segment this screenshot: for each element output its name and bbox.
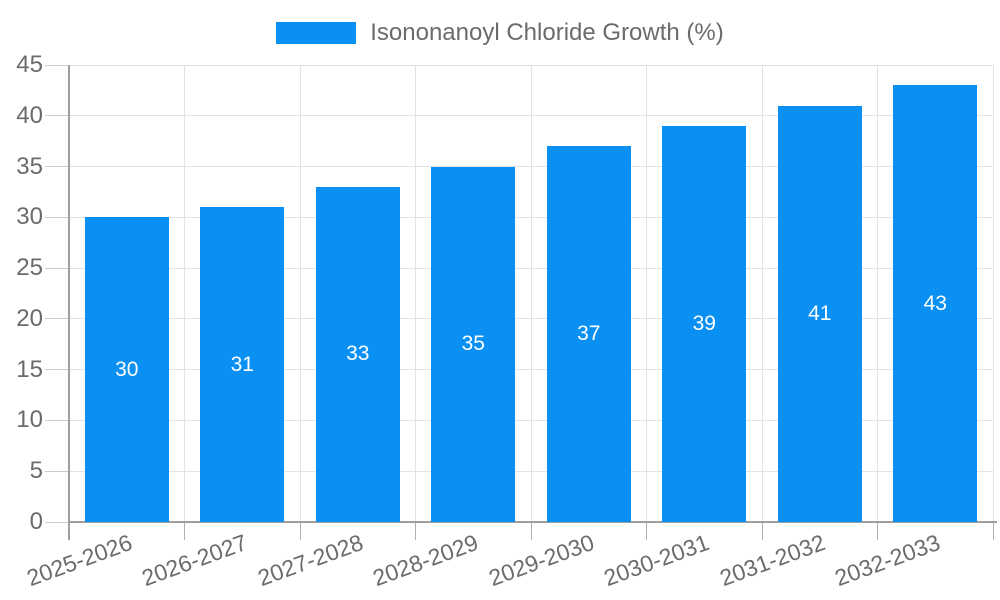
x-axis-label: 2032-2033 xyxy=(831,529,944,592)
y-axis-tick xyxy=(45,64,69,66)
y-axis-tick xyxy=(45,318,69,320)
x-axis-label: 2026-2027 xyxy=(138,529,251,592)
gridline-vertical xyxy=(877,65,878,522)
x-axis-label: 2030-2031 xyxy=(600,529,713,592)
legend-label: Isononanoyl Chloride Growth (%) xyxy=(370,19,724,46)
bar-value-label: 41 xyxy=(808,301,832,325)
bar-value-label: 30 xyxy=(115,357,139,381)
gridline-vertical xyxy=(530,65,532,522)
bar[interactable]: 30 xyxy=(84,217,169,522)
x-axis-line xyxy=(69,521,997,523)
bar[interactable]: 39 xyxy=(662,125,747,522)
y-axis-label: 25 xyxy=(16,254,43,282)
y-axis-label: 35 xyxy=(16,152,43,180)
x-axis-tick xyxy=(530,522,532,540)
gridline-vertical xyxy=(646,65,647,522)
bar-value-label: 39 xyxy=(692,311,716,335)
bar-value-label: 31 xyxy=(230,352,254,376)
y-axis-line xyxy=(68,65,70,540)
y-axis-tick xyxy=(45,470,69,472)
y-axis-tick xyxy=(45,369,69,371)
bar[interactable]: 43 xyxy=(893,85,978,522)
bar[interactable]: 33 xyxy=(315,186,400,522)
y-axis-label: 0 xyxy=(29,508,43,535)
bar-value-label: 33 xyxy=(346,342,370,366)
y-axis-label: 30 xyxy=(16,203,43,231)
bar[interactable]: 35 xyxy=(431,166,516,522)
x-axis-tick xyxy=(299,522,301,540)
y-axis-label: 20 xyxy=(16,304,43,332)
y-axis-label: 5 xyxy=(29,457,43,485)
bar-value-label: 37 xyxy=(577,322,601,346)
x-axis-tick xyxy=(646,522,647,540)
gridline-vertical xyxy=(184,65,185,522)
y-axis-tick xyxy=(45,115,69,117)
x-axis-label: 2028-2029 xyxy=(369,529,482,592)
y-axis-tick xyxy=(45,521,69,523)
y-axis-tick xyxy=(45,419,69,421)
gridline-vertical xyxy=(415,65,416,522)
bar-value-label: 35 xyxy=(461,332,485,356)
y-axis-label: 45 xyxy=(16,51,43,78)
y-axis-tick xyxy=(45,166,69,168)
bar-value-label: 43 xyxy=(923,291,947,315)
bar[interactable]: 37 xyxy=(546,146,631,522)
y-axis-label: 15 xyxy=(16,355,43,383)
y-axis-tick xyxy=(45,267,69,269)
gridline-vertical xyxy=(299,65,301,522)
x-axis-label: 2027-2028 xyxy=(254,529,367,592)
y-axis-label: 40 xyxy=(16,101,43,129)
x-axis-label: 2031-2032 xyxy=(716,529,829,592)
x-axis-tick xyxy=(761,522,763,540)
x-axis-tick xyxy=(992,522,994,540)
bar[interactable]: 31 xyxy=(200,207,285,522)
x-axis-label: 2025-2026 xyxy=(23,529,136,592)
x-axis-tick xyxy=(877,522,878,540)
x-axis-label: 2029-2030 xyxy=(485,529,598,592)
y-axis-label: 10 xyxy=(16,406,43,434)
bar[interactable]: 41 xyxy=(777,105,862,522)
x-axis-tick xyxy=(184,522,185,540)
legend[interactable]: Isononanoyl Chloride Growth (%) xyxy=(0,20,1000,46)
legend-swatch xyxy=(276,22,357,44)
x-axis-tick xyxy=(415,522,416,540)
gridline-vertical xyxy=(992,65,994,522)
gridline-vertical xyxy=(761,65,763,522)
y-axis-tick xyxy=(45,216,69,218)
